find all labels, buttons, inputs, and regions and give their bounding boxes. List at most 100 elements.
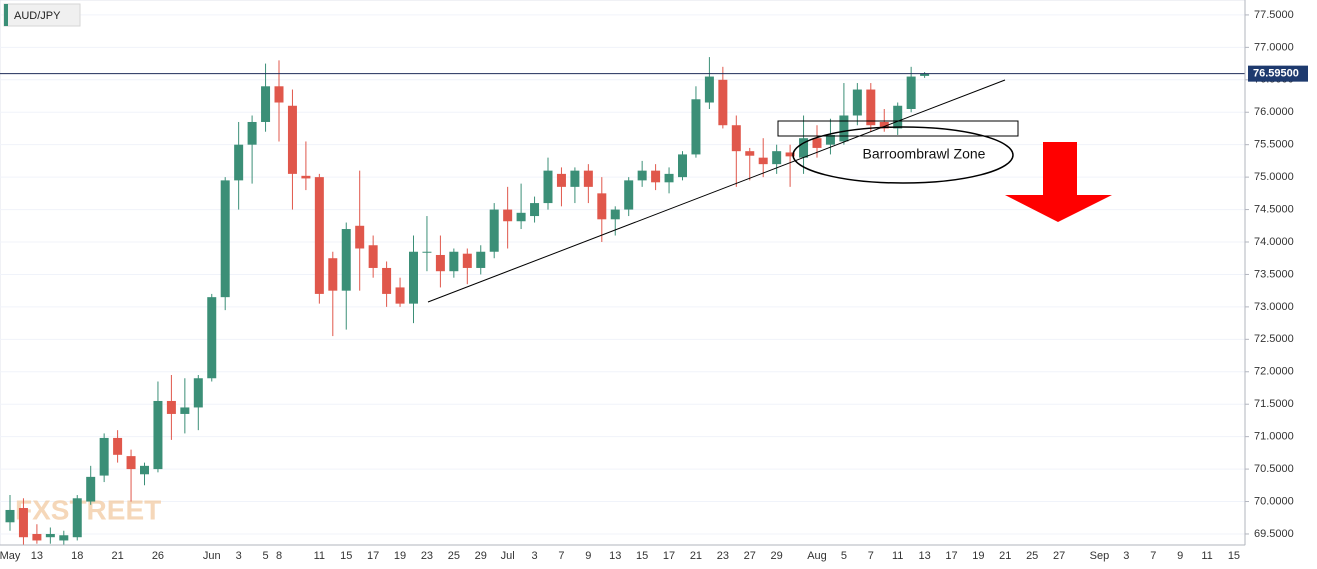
candle-body: [651, 170, 661, 183]
candle-body: [422, 251, 432, 253]
y-tick-label: 72.5000: [1254, 333, 1294, 345]
y-tick-label: 70.0000: [1254, 495, 1294, 507]
candle-body: [166, 400, 176, 414]
x-tick-label: 5: [262, 550, 268, 562]
candle-body: [261, 86, 271, 122]
y-tick-label: 71.0000: [1254, 431, 1294, 443]
x-tick-label: 29: [475, 550, 487, 562]
zone-label: Barroombrawl Zone: [863, 146, 986, 162]
x-tick-label: 8: [276, 550, 282, 562]
candle-body: [153, 400, 163, 470]
candle-body: [32, 533, 42, 541]
y-tick-label: 74.5000: [1254, 203, 1294, 215]
candle-body: [906, 76, 916, 109]
candle-body: [301, 175, 311, 179]
y-tick-label: 77.5000: [1254, 9, 1294, 21]
candles: [5, 57, 930, 545]
y-tick-label: 74.0000: [1254, 236, 1294, 248]
candle-body: [503, 209, 513, 222]
x-tick-label: 7: [558, 550, 564, 562]
candle-body: [355, 225, 365, 249]
candle-body: [18, 508, 28, 538]
candle-body: [825, 134, 835, 145]
candle-body: [368, 245, 378, 268]
candle-body: [113, 437, 123, 455]
y-tick-label: 75.0000: [1254, 171, 1294, 183]
candle-body: [745, 151, 755, 156]
candle-body: [126, 456, 136, 470]
x-tick-label: 3: [1123, 550, 1129, 562]
candle-body: [570, 170, 580, 187]
candle-body: [86, 476, 96, 502]
candle-body: [530, 203, 540, 217]
x-tick-label: 17: [367, 550, 379, 562]
x-tick-label: 15: [340, 550, 352, 562]
y-tick-label: 69.5000: [1254, 528, 1294, 540]
y-tick-label: 72.0000: [1254, 366, 1294, 378]
candle-body: [59, 535, 69, 541]
candle-body: [772, 151, 782, 165]
x-tick-label: 27: [1053, 550, 1065, 562]
y-tick-label: 75.5000: [1254, 139, 1294, 151]
y-tick-label: 70.5000: [1254, 463, 1294, 475]
candle-body: [610, 209, 620, 220]
candle-body: [758, 157, 768, 165]
candle-body: [180, 407, 190, 414]
x-tick-label: Aug: [807, 550, 827, 562]
symbol-bar: [4, 4, 8, 26]
x-tick-label: 13: [31, 550, 43, 562]
candle-body: [624, 180, 634, 210]
x-tick-label: 11: [1201, 550, 1212, 562]
y-tick-label: 77.0000: [1254, 41, 1294, 53]
candle-body: [140, 465, 149, 475]
plot-area: [0, 0, 1246, 546]
candle-body: [328, 258, 338, 291]
x-tick-label: 21: [111, 550, 123, 562]
x-tick-label: Jul: [501, 550, 515, 562]
candle-body: [287, 105, 297, 174]
x-tick-label: 13: [609, 550, 621, 562]
candle-body: [678, 154, 687, 178]
candle-body: [476, 251, 486, 268]
down-arrow: [1005, 142, 1112, 222]
x-tick-label: 23: [421, 550, 433, 562]
candle-body: [5, 509, 15, 523]
x-tick-label: May: [0, 550, 21, 562]
x-tick-label: 7: [1150, 550, 1156, 562]
x-tick-label: 11: [892, 550, 903, 562]
candle-body: [691, 99, 701, 155]
x-tick-label: 18: [71, 550, 83, 562]
candle-body: [852, 89, 862, 116]
candle-body: [583, 170, 593, 187]
candle-body: [718, 79, 728, 126]
candle-body: [799, 138, 809, 158]
candle-body: [839, 115, 849, 142]
x-tick-label: 26: [152, 550, 164, 562]
x-tick-label: 15: [636, 550, 648, 562]
x-tick-label: 9: [1177, 550, 1183, 562]
zone-ellipse: [792, 126, 1014, 184]
x-tick-label: 19: [972, 550, 984, 562]
candle-body: [704, 76, 714, 103]
candle-body: [597, 193, 607, 220]
candle-body: [234, 144, 244, 181]
x-tick-label: 7: [868, 550, 874, 562]
candle-body: [193, 378, 203, 408]
candle-body: [812, 138, 822, 148]
x-tick-label: 25: [1026, 550, 1038, 562]
candle-body: [489, 209, 499, 252]
candle-body: [866, 89, 876, 126]
x-tick-label: 3: [531, 550, 537, 562]
x-tick-label: 17: [945, 550, 957, 562]
y-tick-label: 71.5000: [1254, 398, 1294, 410]
trendline: [427, 79, 1006, 303]
candle-body: [879, 121, 889, 129]
last-price-label: 76.59500: [1253, 68, 1299, 80]
x-tick-label: 23: [717, 550, 729, 562]
candle-body: [516, 212, 526, 222]
last-price-box: [1248, 65, 1308, 82]
x-tick-label: 27: [744, 550, 756, 562]
candle-body: [274, 86, 284, 103]
y-tick-label: 73.0000: [1254, 301, 1294, 313]
